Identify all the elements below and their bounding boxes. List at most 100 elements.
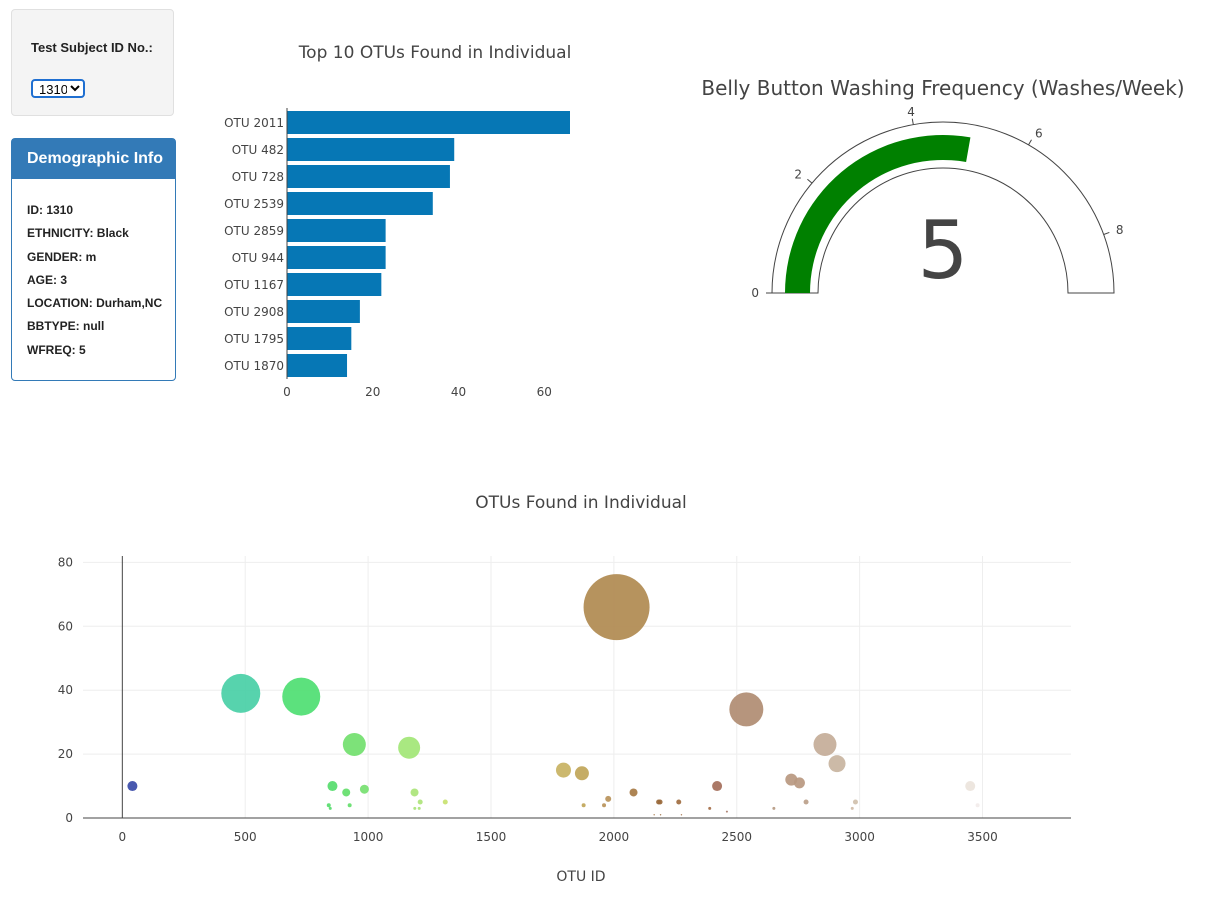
bubble-chart-title: OTUs Found in Individual — [475, 493, 686, 513]
bubble-point — [785, 773, 798, 786]
bubble-point — [653, 814, 655, 816]
bar-category-label: OTU 728 — [232, 170, 284, 184]
bubble-point — [417, 806, 421, 810]
bubble-x-tick-label: 500 — [234, 830, 257, 844]
demographic-info-heading: Demographic Info — [12, 139, 175, 179]
demographic-line: ETHNICITY: Black — [27, 226, 129, 241]
bubble-point — [629, 788, 638, 797]
bubble-point — [828, 755, 846, 773]
bar-x-tick-label: 20 — [365, 385, 380, 399]
bubble-point — [725, 810, 728, 813]
bubble-point — [417, 799, 423, 805]
bubble-y-tick-label: 60 — [58, 619, 73, 633]
subject-selector-panel: Test Subject ID No.: 1310 — [11, 9, 174, 116]
gauge-value-number: 5 — [918, 204, 969, 297]
bubble-x-tick-label: 2500 — [721, 830, 752, 844]
bubble-point — [326, 803, 331, 808]
bar — [287, 219, 386, 242]
gauge-tick — [911, 118, 914, 125]
bubble-point — [574, 766, 589, 781]
bar — [287, 327, 352, 350]
bar-category-label: OTU 2539 — [224, 197, 284, 211]
bubble-point — [729, 692, 764, 727]
subject-id-select[interactable]: 1310 — [31, 79, 85, 98]
bar-category-label: OTU 944 — [232, 251, 284, 265]
bubble-point — [850, 806, 854, 810]
gauge-tick — [1028, 139, 1032, 146]
bubble-point — [359, 784, 369, 794]
bubble-point — [680, 814, 683, 816]
bubble-y-tick-label: 0 — [65, 811, 73, 825]
bubble-point — [803, 799, 809, 805]
demographic-line: AGE: 3 — [27, 272, 68, 287]
bubble-point — [555, 762, 571, 778]
demographic-info-body: ID: 1310 ETHNICITY: Black GENDER: m AGE:… — [12, 179, 175, 362]
bubble-point — [708, 806, 712, 810]
demographic-line: WFREQ: 5 — [27, 342, 86, 357]
bar — [287, 138, 455, 161]
bubble-x-tick-label: 3000 — [844, 830, 875, 844]
bar-category-label: OTU 1870 — [224, 359, 284, 373]
demographic-line: LOCATION: Durham,NC — [27, 296, 163, 311]
bar-x-tick-label: 0 — [283, 385, 291, 399]
gauge-background-arc — [771, 121, 1115, 294]
bubble-chart-plot: 0 500 1000 1500 2000 2500 3000 3500 0 20 40 60 80 — [58, 555, 1071, 844]
bar-category-label: OTU 482 — [232, 143, 284, 157]
gauge-tick-label: 2 — [794, 168, 802, 182]
bar — [287, 354, 348, 377]
bubble-point — [410, 788, 419, 797]
bubble-point — [413, 806, 417, 810]
bubble-point — [602, 803, 607, 808]
bar-category-label: OTU 2011 — [224, 116, 284, 130]
bubble-point — [965, 781, 976, 792]
gauge-tick — [1103, 231, 1110, 235]
bar-category-label: OTU 1795 — [224, 332, 284, 346]
bubble-y-tick-label: 40 — [58, 683, 73, 697]
bar-chart-title: Top 10 OTUs Found in Individual — [298, 43, 572, 63]
bar-x-tick-label: 40 — [451, 385, 466, 399]
bubble-x-tick-label: 0 — [119, 830, 127, 844]
demographic-line: GENDER: m — [27, 249, 97, 264]
bar-category-label: OTU 2859 — [224, 224, 284, 238]
bar — [287, 273, 382, 296]
bubble-point — [398, 736, 421, 759]
bar — [287, 246, 386, 269]
top10-otu-bar-chart[interactable]: Top 10 OTUs Found in Individual OTU 2011… — [0, 0, 620, 410]
bubble-point — [342, 733, 366, 757]
bar — [287, 300, 360, 323]
bubble-point — [605, 795, 612, 802]
bubble-point — [342, 788, 351, 797]
demographic-info-panel: Demographic Info ID: 1310 ETHNICITY: Bla… — [11, 138, 176, 381]
bubble-point — [772, 806, 776, 810]
bubble-point — [583, 574, 650, 641]
gauge-tick-label: 8 — [1116, 223, 1124, 237]
bubble-y-tick-label: 20 — [58, 747, 73, 761]
bar — [287, 165, 450, 188]
bar — [287, 111, 570, 134]
gauge-plot: 0 2 4 6 8 5 — [751, 105, 1123, 300]
gauge-tick — [807, 178, 813, 184]
bubble-point — [676, 799, 682, 805]
bubble-point — [221, 673, 261, 713]
bubble-point — [442, 799, 448, 805]
bar-category-label: OTU 2908 — [224, 305, 284, 319]
bubble-point — [656, 799, 662, 805]
bubble-point — [127, 781, 138, 792]
gauge-tick-label: 0 — [751, 286, 759, 300]
subject-selector-label: Test Subject ID No.: — [31, 40, 153, 55]
bubble-x-tick-label: 3500 — [967, 830, 998, 844]
bubble-point — [975, 803, 980, 808]
gauge-title: Belly Button Washing Frequency (Washes/W… — [701, 76, 1184, 100]
bubble-x-tick-label: 2000 — [599, 830, 630, 844]
bubble-point — [581, 803, 586, 808]
bubble-x-tick-label: 1000 — [353, 830, 384, 844]
bubble-point — [327, 781, 338, 792]
bubble-chart-xlabel: OTU ID — [556, 869, 605, 885]
bubble-point — [852, 799, 858, 805]
bubble-point — [793, 777, 805, 789]
bubble-point — [328, 806, 332, 810]
demographic-line: ID: 1310 — [27, 203, 74, 217]
bubble-point — [657, 799, 663, 805]
gauge-value-bar — [785, 135, 971, 293]
bubble-point — [659, 814, 662, 816]
